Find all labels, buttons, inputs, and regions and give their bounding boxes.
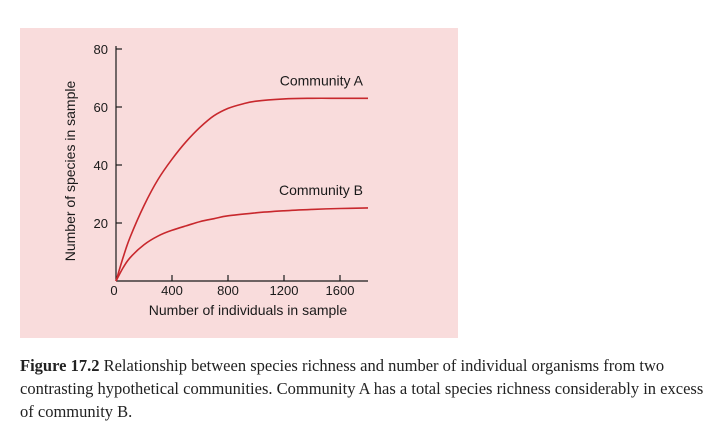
series-lines: Community A Community B (115, 72, 369, 282)
chart-background (20, 28, 458, 338)
axes (115, 46, 368, 282)
series-label-community-b: Community B (279, 182, 363, 198)
x-tick-label: 1200 (270, 283, 299, 298)
y-tick-label: 40 (94, 158, 108, 173)
y-tick-label: 60 (94, 100, 108, 115)
x-axis-label: Number of individuals in sample (149, 302, 348, 318)
figure-caption: Figure 17.2 Relationship between species… (20, 354, 720, 423)
y-tick-label: 20 (94, 216, 108, 231)
y-axis-label: Number of species in sample (62, 81, 78, 262)
x-tick-label: 800 (217, 283, 239, 298)
series-label-community-a: Community A (280, 72, 364, 88)
series-line-community-b (115, 207, 369, 282)
x-tick-label: 0 (110, 283, 117, 298)
caption-text: Relationship between species richness an… (20, 356, 704, 421)
series-line-community-a (115, 97, 368, 282)
x-tick-label: 1600 (326, 283, 355, 298)
x-tick-label: 400 (161, 283, 183, 298)
y-tick-label: 80 (94, 42, 108, 57)
figure-label: Figure 17.2 (20, 356, 100, 375)
